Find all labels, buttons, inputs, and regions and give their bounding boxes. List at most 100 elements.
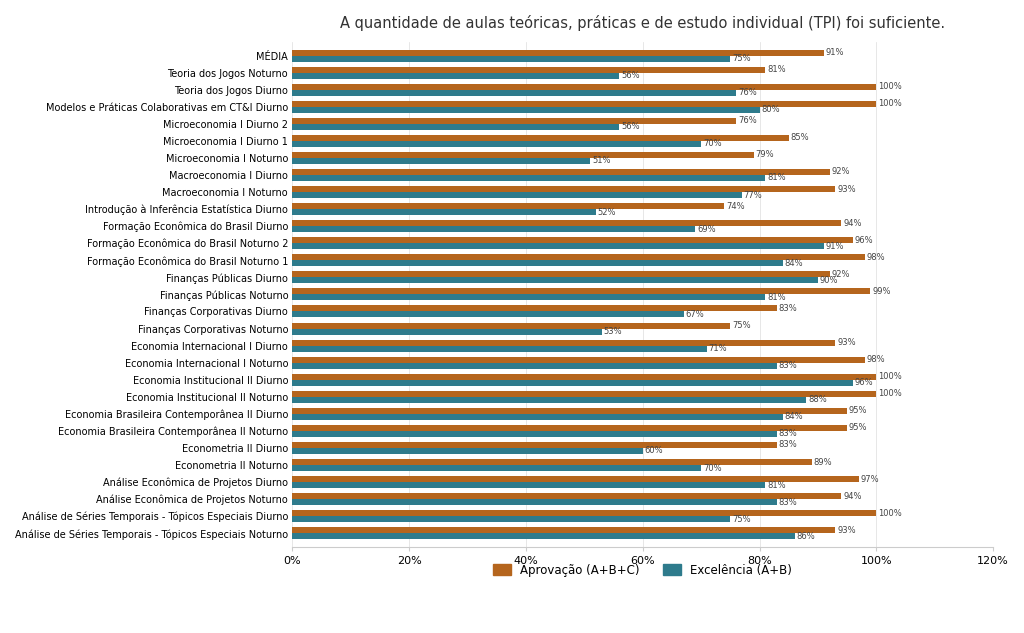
Bar: [292, 363, 777, 368]
Text: 52%: 52%: [598, 208, 616, 216]
Text: 75%: 75%: [732, 54, 751, 63]
Text: 84%: 84%: [784, 259, 803, 268]
Text: 98%: 98%: [866, 355, 885, 364]
Text: 79%: 79%: [756, 151, 774, 160]
Bar: [292, 425, 847, 431]
Text: 75%: 75%: [732, 515, 751, 523]
Text: 100%: 100%: [878, 99, 902, 108]
Bar: [292, 220, 842, 226]
Bar: [292, 209, 596, 215]
Bar: [292, 533, 795, 539]
Bar: [292, 203, 724, 209]
Text: 95%: 95%: [849, 423, 867, 432]
Text: 100%: 100%: [878, 82, 902, 91]
Bar: [292, 459, 812, 465]
Bar: [292, 465, 701, 471]
Text: 99%: 99%: [872, 287, 891, 296]
Bar: [292, 329, 602, 334]
Text: 100%: 100%: [878, 389, 902, 398]
Text: 71%: 71%: [709, 344, 727, 353]
Text: 85%: 85%: [791, 134, 809, 142]
Text: 53%: 53%: [603, 327, 623, 336]
Bar: [292, 476, 859, 482]
Bar: [292, 141, 701, 147]
Text: 83%: 83%: [779, 304, 798, 313]
Text: 56%: 56%: [622, 122, 640, 131]
Bar: [292, 169, 829, 175]
Bar: [292, 226, 695, 232]
Bar: [292, 84, 877, 90]
Text: 84%: 84%: [784, 412, 803, 422]
Bar: [292, 527, 836, 533]
Bar: [292, 380, 853, 385]
Bar: [292, 73, 620, 78]
Bar: [292, 340, 836, 346]
Bar: [292, 306, 777, 311]
Bar: [292, 152, 754, 158]
Text: 83%: 83%: [779, 441, 798, 449]
Bar: [292, 448, 643, 454]
Text: 70%: 70%: [702, 139, 722, 148]
Bar: [292, 56, 730, 61]
Bar: [292, 356, 864, 363]
Text: 74%: 74%: [726, 202, 744, 211]
Text: 81%: 81%: [767, 173, 785, 182]
Text: 77%: 77%: [743, 191, 763, 199]
Bar: [292, 499, 777, 505]
Text: 83%: 83%: [779, 361, 798, 370]
Bar: [292, 323, 730, 329]
Text: 86%: 86%: [797, 532, 815, 541]
Bar: [292, 158, 590, 164]
Bar: [292, 90, 736, 96]
Text: 92%: 92%: [831, 168, 850, 177]
Bar: [292, 414, 783, 420]
Text: 60%: 60%: [644, 446, 664, 456]
Legend: Aprovação (A+B+C), Excelência (A+B): Aprovação (A+B+C), Excelência (A+B): [488, 559, 797, 582]
Text: 75%: 75%: [732, 321, 751, 330]
Bar: [292, 482, 765, 488]
Text: 83%: 83%: [779, 498, 798, 506]
Bar: [292, 431, 777, 437]
Bar: [292, 118, 736, 124]
Text: 81%: 81%: [767, 293, 785, 302]
Text: 100%: 100%: [878, 372, 902, 381]
Bar: [292, 66, 765, 73]
Bar: [292, 289, 870, 294]
Text: 56%: 56%: [622, 71, 640, 80]
Text: 70%: 70%: [702, 463, 722, 472]
Text: 98%: 98%: [866, 253, 885, 262]
Bar: [292, 101, 877, 107]
Text: 89%: 89%: [814, 458, 833, 467]
Bar: [292, 397, 806, 403]
Text: 94%: 94%: [843, 218, 861, 228]
Text: 97%: 97%: [860, 475, 880, 484]
Text: 100%: 100%: [878, 509, 902, 518]
Bar: [292, 391, 877, 397]
Text: 81%: 81%: [767, 65, 785, 74]
Text: 91%: 91%: [825, 48, 844, 57]
Text: 88%: 88%: [808, 395, 826, 404]
Text: 93%: 93%: [838, 338, 856, 347]
Bar: [292, 272, 829, 277]
Bar: [292, 254, 864, 260]
Text: 90%: 90%: [819, 276, 839, 285]
Bar: [292, 493, 842, 499]
Text: 92%: 92%: [831, 270, 850, 279]
Bar: [292, 517, 730, 522]
Bar: [292, 408, 847, 414]
Bar: [292, 49, 823, 56]
Text: 83%: 83%: [779, 429, 798, 439]
Bar: [292, 277, 818, 284]
Bar: [292, 510, 877, 517]
Bar: [292, 124, 620, 130]
Bar: [292, 175, 765, 181]
Title: A quantidade de aulas teóricas, práticas e de estudo individual (TPI) foi sufici: A quantidade de aulas teóricas, práticas…: [340, 15, 945, 31]
Bar: [292, 237, 853, 243]
Bar: [292, 346, 707, 351]
Text: 93%: 93%: [838, 526, 856, 535]
Text: 69%: 69%: [697, 225, 716, 234]
Text: 51%: 51%: [592, 156, 610, 165]
Text: 67%: 67%: [685, 310, 705, 319]
Text: 96%: 96%: [855, 378, 873, 387]
Text: 95%: 95%: [849, 406, 867, 415]
